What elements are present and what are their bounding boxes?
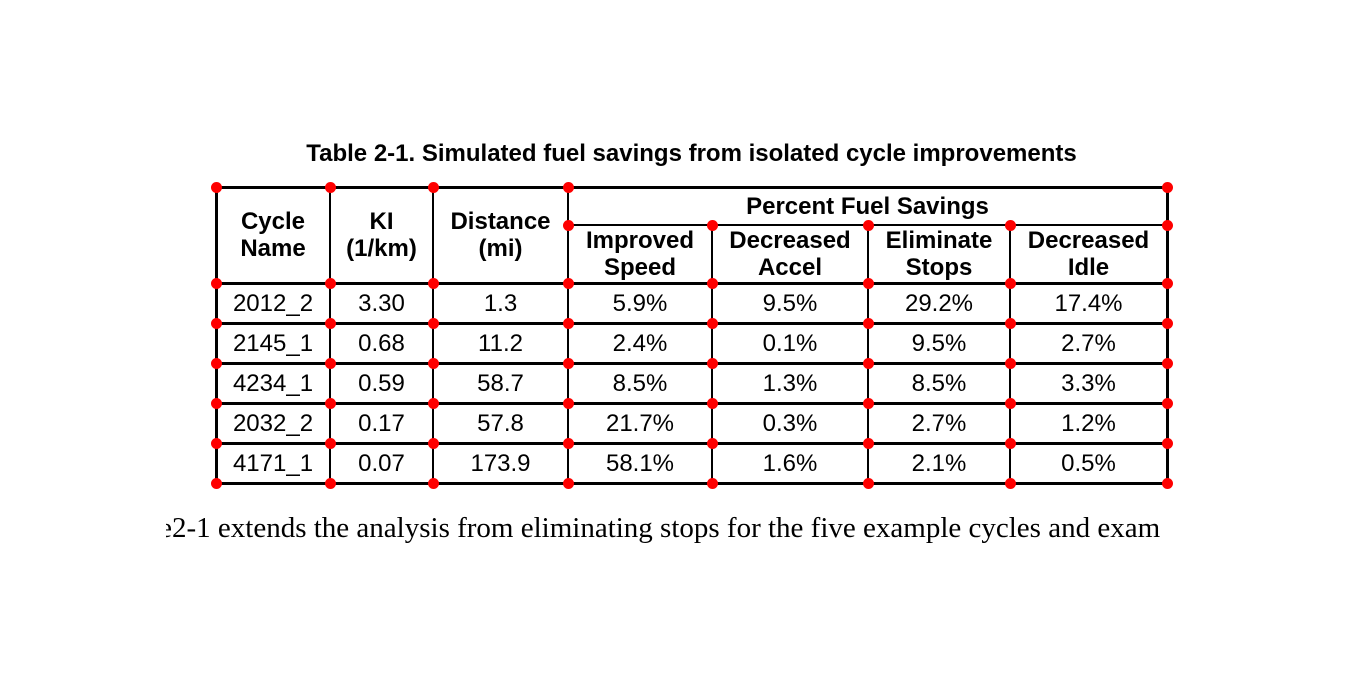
table-cell: 3.3% (1061, 369, 1116, 397)
table-cell: 173.9 (470, 449, 531, 477)
table-cell: 3.30 (358, 289, 405, 317)
table-cell: 2145_1 (232, 329, 314, 357)
grid-line-horizontal (215, 282, 1169, 285)
table-cell: 21.7% (605, 409, 675, 437)
table-cell: 1.2% (1061, 409, 1116, 437)
table-cell: 57.8 (477, 409, 524, 437)
table-cell: 58.7 (477, 369, 524, 397)
table-cell: 8.5% (911, 369, 967, 397)
grid-line-vertical (711, 224, 713, 485)
grid-line-horizontal (215, 442, 1169, 445)
table-cell: 4234_1 (232, 369, 314, 397)
table-cell: 1.3% (762, 369, 818, 397)
grid-line-vertical (1009, 224, 1011, 485)
table-cell: 4171_1 (232, 449, 314, 477)
column-header-decreased-accel: Decreased Accel (729, 227, 851, 281)
column-header-improved-speed: Improved Speed (585, 227, 695, 281)
table-cell: 0.68 (358, 329, 405, 357)
column-header-distance: Distance (mi) (450, 208, 551, 262)
column-header-ki: KI (1/km) (346, 208, 417, 262)
table-cell: 11.2 (478, 329, 523, 357)
table-cell: 17.4% (1054, 289, 1123, 317)
table-cell: 9.5% (762, 289, 818, 317)
table-title: Table 2-1. Simulated fuel savings from i… (306, 140, 1077, 167)
table-cell: 0.07 (358, 449, 405, 477)
grid-line-horizontal (215, 186, 1169, 189)
table-cell: 5.9% (612, 289, 668, 317)
grid-line-vertical (215, 186, 218, 485)
body-text-line: e2-1 extends the analysis from eliminati… (166, 511, 1160, 545)
column-header-cycle-name: Cycle Name (240, 208, 306, 262)
table-cell: 9.5% (911, 329, 967, 357)
column-header-decreased-idle: Decreased Idle (1027, 227, 1150, 281)
table-cell: 2.7% (911, 409, 967, 437)
group-header-percent-fuel-savings: Percent Fuel Savings (746, 192, 989, 220)
column-header-eliminate-stops: Eliminate Stops (885, 227, 993, 281)
grid-line-horizontal (215, 402, 1169, 405)
table-cell: 8.5% (612, 369, 668, 397)
table-cell: 2012_2 (232, 289, 314, 317)
table-cell: 29.2% (904, 289, 974, 317)
table-cell: 0.1% (762, 329, 818, 357)
grid-line-vertical (567, 186, 569, 485)
table-cell: 0.59 (358, 369, 405, 397)
table-cell: 0.17 (358, 409, 405, 437)
table-cell: 2.7% (1061, 329, 1116, 357)
grid-line-horizontal (215, 362, 1169, 365)
grid-line-vertical (1166, 186, 1169, 485)
table-cell: 0.3% (762, 409, 818, 437)
table-cell: 2.4% (612, 329, 668, 357)
table-cell: 2.1% (911, 449, 967, 477)
clipped-word-fragment: e (166, 511, 172, 545)
table-cell: 1.3 (483, 289, 518, 317)
table-cell: 0.5% (1061, 449, 1116, 477)
grid-line-horizontal (215, 482, 1169, 485)
grid-line-vertical (432, 186, 434, 485)
body-text: 2-1 extends the analysis from eliminatin… (172, 512, 1161, 544)
table-cell: 1.6% (762, 449, 818, 477)
table-cell: 2032_2 (232, 409, 314, 437)
table-cell: 58.1% (605, 449, 675, 477)
grid-line-vertical (329, 186, 331, 485)
grid-line-horizontal (215, 322, 1169, 325)
grid-line-vertical (867, 224, 869, 485)
